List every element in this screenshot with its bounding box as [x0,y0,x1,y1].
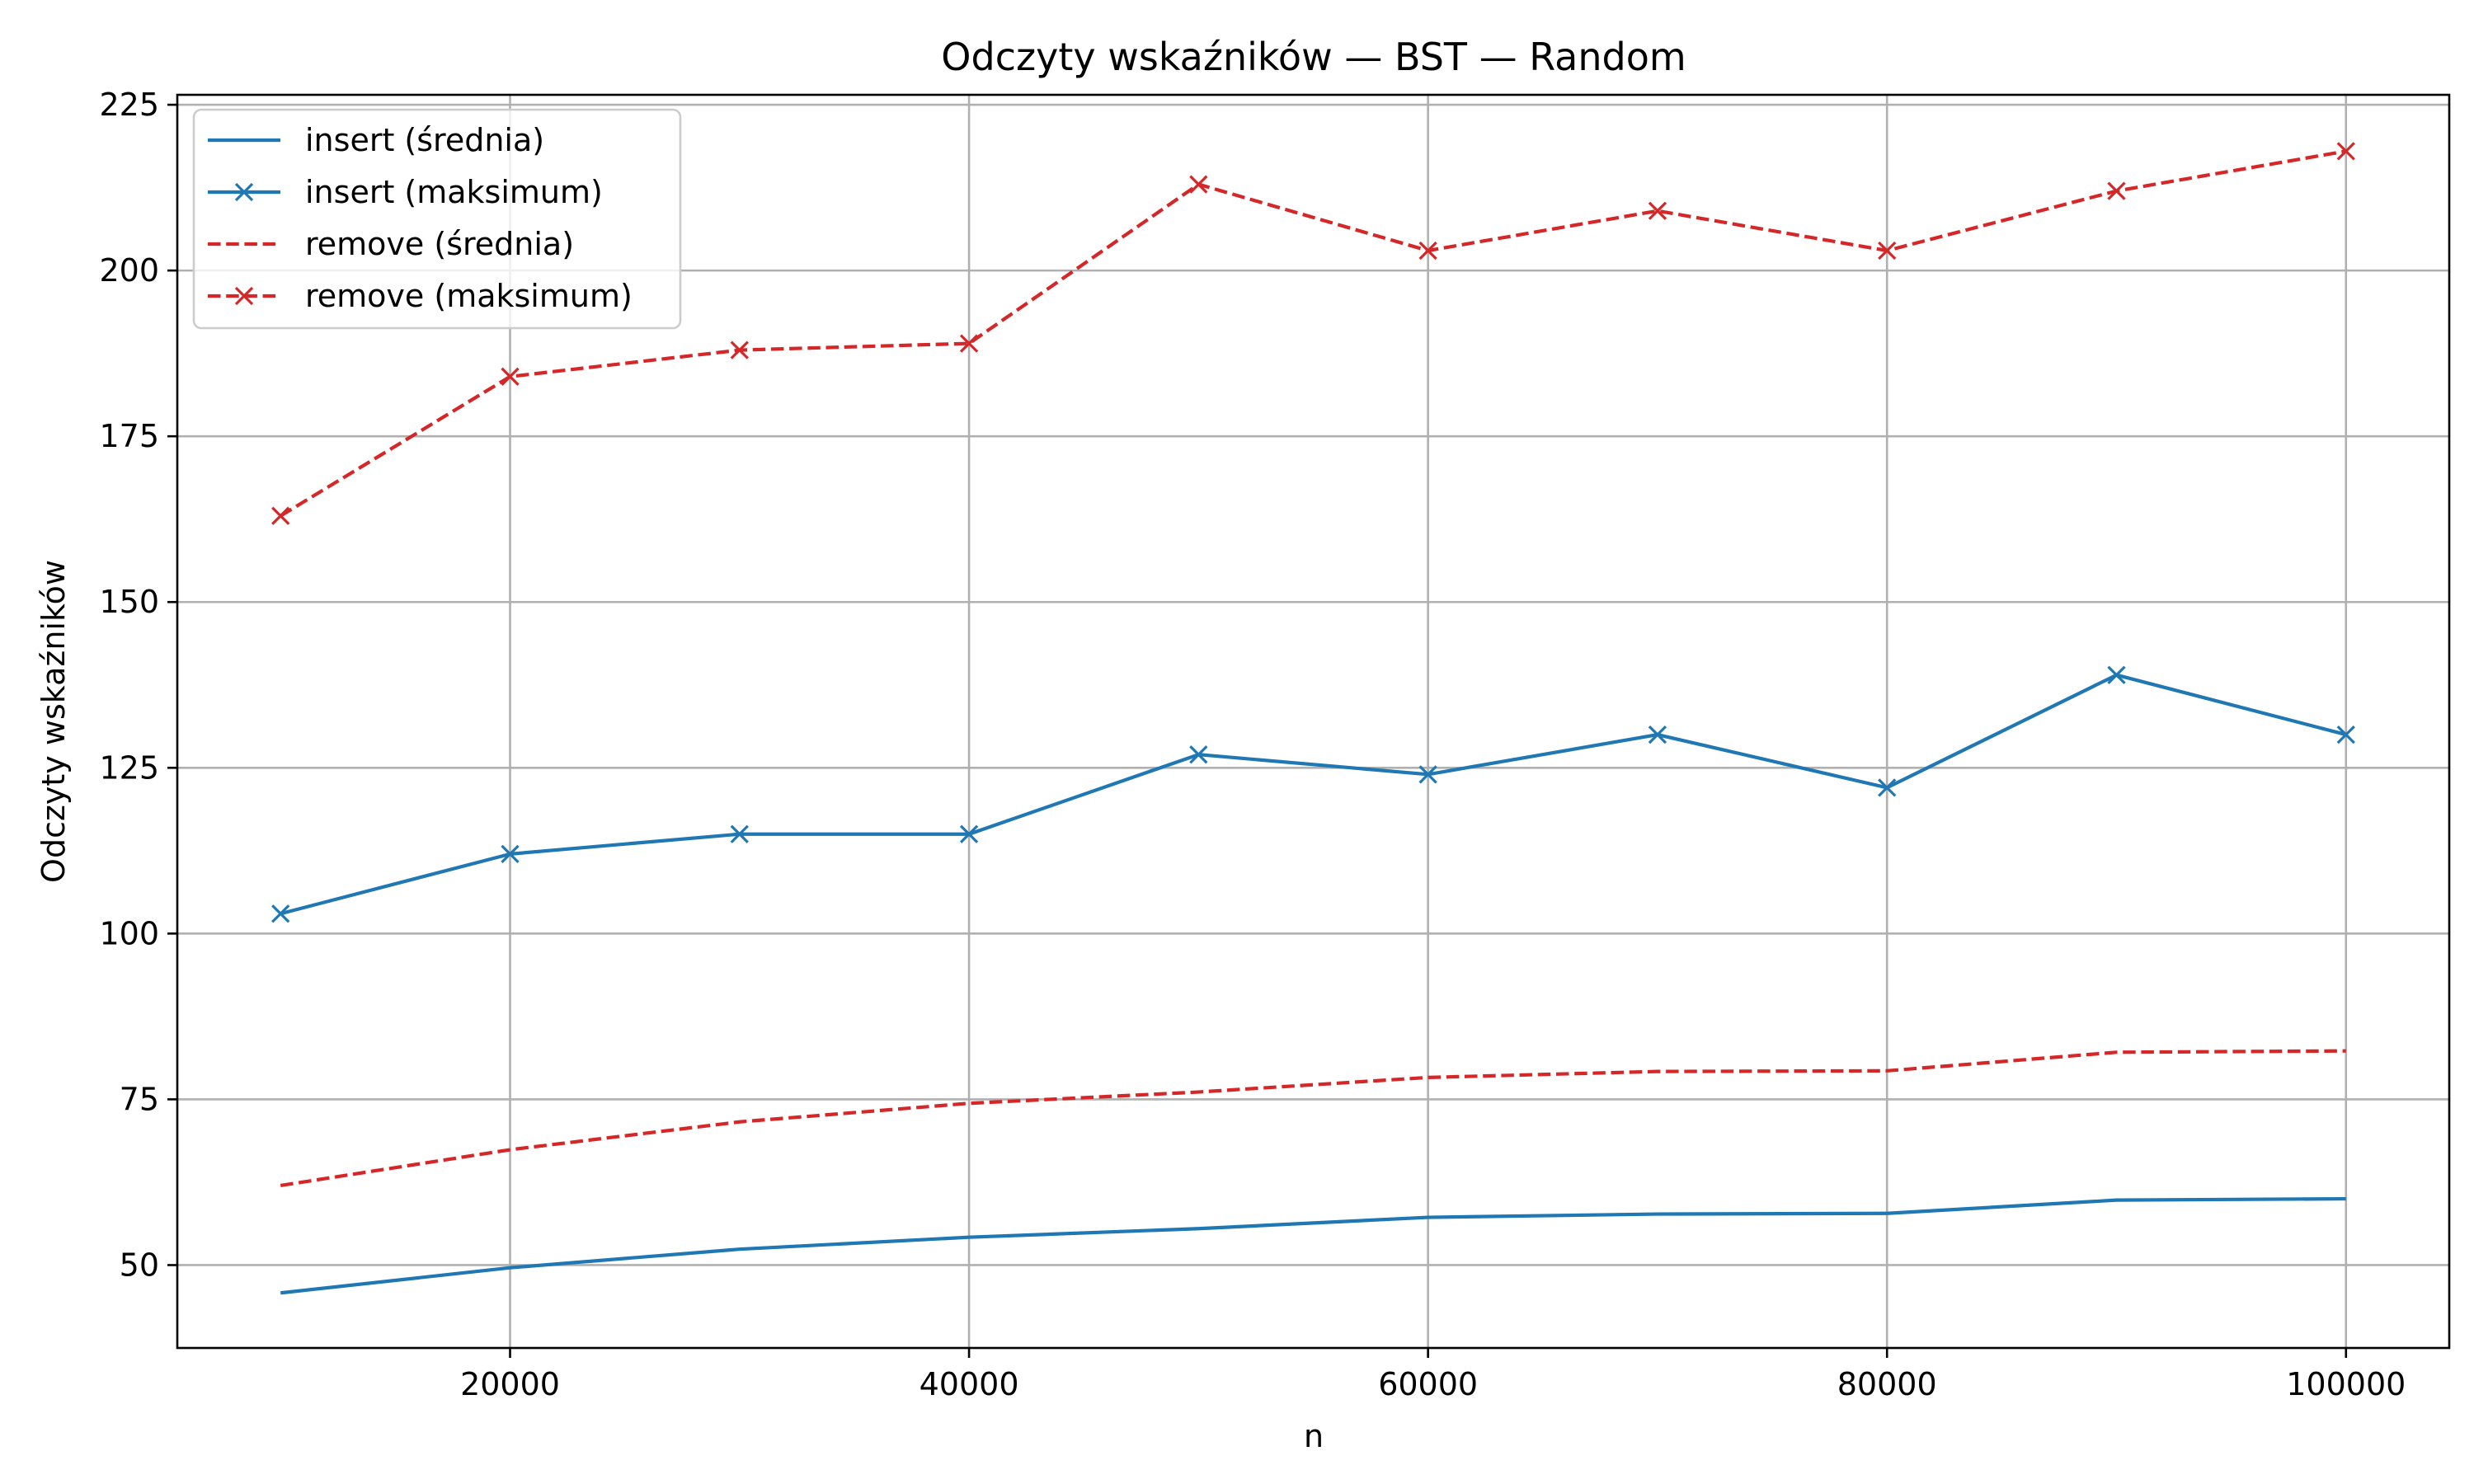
legend-entries: insert (średnia) insert (maksimum) remove … [208,122,633,314]
legend-entry: insert (średnia) [208,122,544,158]
data-point-stroke-b [730,340,749,359]
series-line-1 [280,673,2347,916]
x-tick-label: 20000 [460,1366,560,1402]
data-point-stroke-b [730,824,749,843]
data-point-stroke-b [1418,765,1437,784]
plot-series [271,142,2355,1295]
legend-label: remove (maksimum) [305,278,633,314]
data-point [1418,765,1437,784]
x-axis-label: n [1304,1418,1324,1454]
series-line-0 [280,1196,2346,1295]
data-point-stroke-b [1648,725,1667,744]
data-point [2107,665,2126,684]
y-axis-label: Odczyty wskaźników [35,560,72,883]
grid [177,95,2449,1348]
data-point-stroke-b [1189,745,1208,764]
data-point-stroke-b [1878,778,1897,797]
y-tick-label: 225 [99,87,159,123]
y-tick-label: 125 [99,749,159,786]
data-point [1189,745,1208,764]
data-point-stroke-b [501,844,520,863]
data-point [959,824,979,843]
legend-label: remove (średnia) [305,226,574,262]
data-point-stroke-b [2107,181,2126,200]
y-tick-label: 150 [99,584,159,620]
data-point [501,844,520,863]
data-point-stroke-b [2336,142,2355,161]
legend-marker-stroke-b [234,182,254,202]
x-axis-ticks: 20000 40000 60000 80000 100000 [460,1348,2406,1402]
y-tick-label: 100 [99,915,159,951]
data-point [1648,201,1667,220]
series-3 [271,142,2355,525]
data-point [730,340,749,359]
x-tick-label: 60000 [1378,1366,1478,1402]
data-point-stroke-b [959,824,979,843]
data-point-stroke-b [2336,725,2355,744]
x-tick-label: 100000 [2286,1366,2406,1402]
data-point [730,824,749,843]
data-point [2336,142,2355,161]
legend: insert (średnia) insert (maksimum) remove … [192,108,682,330]
data-point [1418,241,1437,261]
chart-title: Odczyty wskaźników — BST — Random [941,35,1686,79]
data-point-stroke-b [1189,175,1208,194]
series-line-3 [280,149,2347,518]
legend-entry: remove (średnia) [208,226,574,262]
legend-entry: remove (maksimum) [208,278,633,314]
axes-frame [176,93,2451,1350]
legend-label: insert (średnia) [305,122,544,158]
data-point [1878,778,1897,797]
series-0 [280,1196,2346,1295]
x-tick-label: 40000 [920,1366,1019,1402]
legend-marker-stroke-b [234,286,254,306]
data-point-stroke-b [1648,201,1667,220]
y-tick-label: 50 [120,1247,159,1283]
data-point-stroke-b [2107,665,2126,684]
data-point [959,334,979,353]
y-tick-label: 200 [99,252,159,289]
data-point [1189,175,1208,194]
series-line-2 [280,1049,2346,1188]
data-point [1648,725,1667,744]
data-point-stroke-b [271,904,290,923]
data-point [271,506,290,525]
data-point [2107,181,2126,200]
data-point [501,367,520,386]
y-axis-ticks: 50 75 100 125 150 175 200 225 [99,87,177,1283]
y-tick-label: 75 [120,1081,159,1117]
legend-entry: insert (maksimum) [208,174,603,210]
data-point [271,904,290,923]
data-point [2336,725,2355,744]
series-2 [280,1049,2346,1188]
data-point-stroke-b [1878,241,1897,261]
data-point [1878,241,1897,261]
data-point-stroke-b [501,367,520,386]
legend-marker [234,286,254,306]
data-point-stroke-b [959,334,979,353]
data-point-stroke-b [271,506,290,525]
x-tick-label: 80000 [1837,1366,1937,1402]
series-1 [271,665,2355,923]
legend-box [192,108,682,330]
y-tick-label: 175 [99,418,159,454]
legend-label: insert (maksimum) [305,174,603,210]
data-point-stroke-b [1418,241,1437,261]
legend-marker [234,182,254,202]
